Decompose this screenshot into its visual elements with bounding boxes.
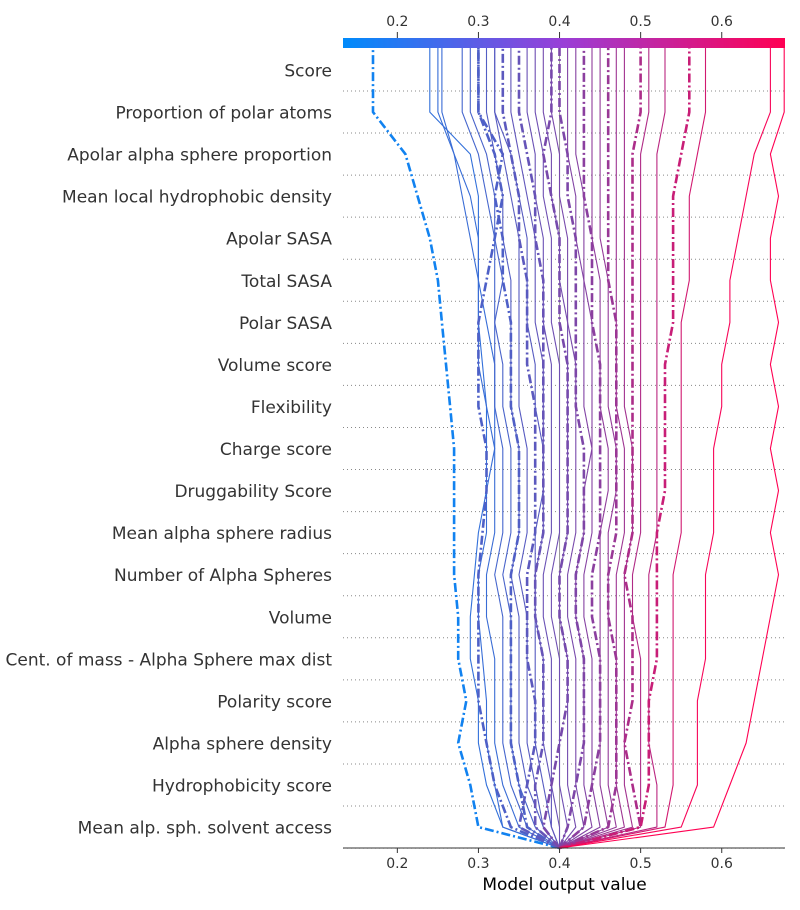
- feature-label: Charge score: [220, 440, 332, 460]
- decision-line: [559, 42, 601, 849]
- decision-line: [559, 42, 634, 849]
- decision-line: [437, 42, 560, 849]
- feature-label: Volume: [269, 608, 332, 628]
- decision-line: [526, 42, 561, 848]
- x-axis-label: Model output value: [482, 875, 646, 895]
- feature-label: Cent. of mass - Alpha Sphere max dist: [5, 650, 332, 670]
- x-tick-label: 0.3: [467, 856, 489, 872]
- decision-line: [541, 42, 569, 849]
- decision-line: [558, 42, 602, 849]
- decision-line: [559, 42, 650, 849]
- x-axis: 0.2 0.2 0.3 0.3 0.4 0.4 0.5 0.5 0.6 0.6: [343, 14, 785, 872]
- decision-line: [558, 42, 586, 849]
- top-tick-label: 0.3: [467, 14, 489, 30]
- x-tick-label: 0.5: [630, 856, 652, 872]
- feature-label: Apolar SASA: [226, 230, 332, 250]
- output-colorbar: [343, 38, 785, 48]
- decision-line: [441, 42, 560, 849]
- top-tick-label: 0.6: [711, 14, 733, 30]
- decision-line: [371, 42, 560, 850]
- decision-line: [534, 42, 569, 849]
- feature-label: Volume score: [218, 356, 332, 376]
- x-tick-label: 0.6: [711, 856, 733, 872]
- feature-grid-lines: [343, 90, 785, 849]
- decision-line: [559, 42, 771, 849]
- feature-label: Mean local hydrophobic density: [62, 188, 332, 208]
- decision-line: [559, 42, 785, 849]
- top-tick-label: 0.4: [548, 14, 570, 30]
- feature-label: Mean alp. sph. solvent access: [78, 819, 332, 839]
- decision-line: [559, 42, 642, 850]
- decision-line: [559, 42, 691, 850]
- feature-label: Score: [284, 62, 332, 82]
- decision-line: [559, 42, 707, 849]
- decision-line: [542, 42, 577, 849]
- feature-label: Polarity score: [217, 692, 332, 712]
- decision-line: [559, 42, 593, 849]
- decision-line: [559, 42, 625, 849]
- feature-label: Alpha sphere density: [153, 734, 332, 754]
- feature-label: Hydrophobicity score: [152, 777, 332, 797]
- decision-line: [559, 42, 609, 849]
- decision-line: [461, 42, 560, 849]
- feature-label: Proportion of polar atoms: [115, 104, 332, 124]
- decision-line: [494, 42, 560, 849]
- decision-line: [485, 42, 560, 849]
- top-tick-label: 0.5: [630, 14, 652, 30]
- x-tick-label: 0.4: [548, 856, 570, 872]
- x-tick-label: 0.2: [386, 856, 408, 872]
- feature-label: Flexibility: [251, 398, 332, 418]
- feature-label: Polar SASA: [239, 314, 332, 334]
- feature-labels: Score Proportion of polar atoms Apolar alp…: [5, 62, 332, 839]
- feature-label: Apolar alpha sphere proportion: [67, 146, 332, 166]
- feature-label: Druggability Score: [174, 482, 332, 502]
- feature-label: Mean alpha sphere radius: [112, 524, 332, 544]
- decision-line: [477, 42, 561, 850]
- top-tick-label: 0.2: [386, 14, 408, 30]
- decision-line: [550, 42, 585, 849]
- decision-line: [517, 42, 561, 849]
- feature-label: Number of Alpha Spheres: [114, 566, 332, 586]
- decision-lines: [371, 42, 785, 850]
- feature-label: Total SASA: [240, 272, 332, 292]
